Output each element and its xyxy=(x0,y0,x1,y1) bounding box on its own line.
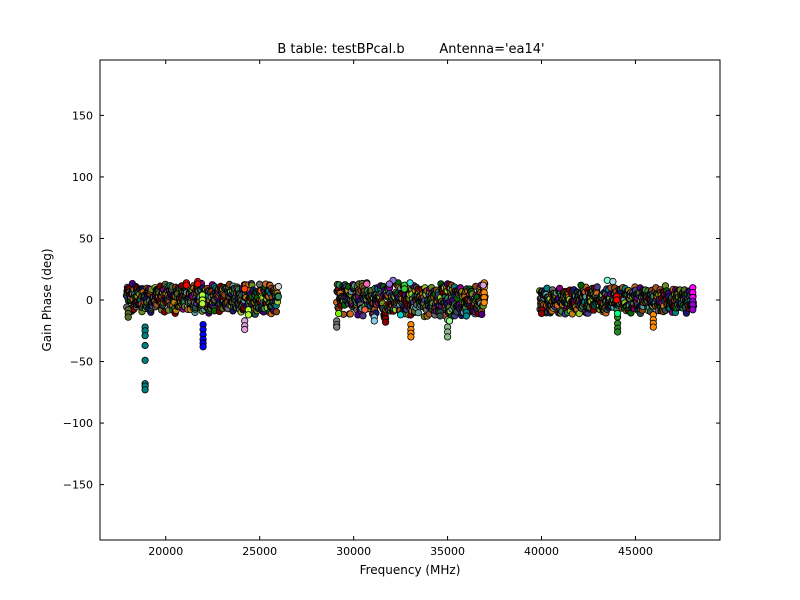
series-point xyxy=(407,333,415,341)
series-point xyxy=(194,280,202,288)
series-point xyxy=(182,281,190,289)
series-point xyxy=(361,306,369,314)
y-tick-label: −150 xyxy=(63,479,93,492)
series-point xyxy=(141,332,149,340)
series-point xyxy=(537,309,546,318)
series-point xyxy=(198,300,206,308)
series-point xyxy=(400,285,408,293)
x-tick-label: 45000 xyxy=(618,545,653,558)
data-point xyxy=(346,310,354,318)
x-tick-label: 35000 xyxy=(430,545,465,558)
series-point xyxy=(141,356,149,364)
series-point xyxy=(241,325,249,334)
y-axis-label: Gain Phase (deg) xyxy=(40,248,54,351)
series-point xyxy=(141,386,149,394)
series-point xyxy=(381,318,390,326)
series-points xyxy=(124,276,697,394)
chart-title: B table: testBPcal.b xyxy=(277,42,404,57)
series-point xyxy=(199,343,207,351)
series-point xyxy=(462,312,470,320)
data-point xyxy=(274,292,282,301)
series-point xyxy=(241,285,249,293)
series-point xyxy=(436,312,444,320)
series-point xyxy=(370,317,378,325)
y-axis: 150 100 50 0 −50 −100 −150 xyxy=(63,109,720,492)
series-point xyxy=(385,280,393,288)
series-point xyxy=(613,309,622,318)
series-point xyxy=(689,306,697,314)
series-point xyxy=(443,333,452,341)
data-point xyxy=(414,309,422,317)
chart-antenna-label: Antenna='ea14' xyxy=(439,42,544,57)
x-axis: 20000 25000 30000 35000 40000 45000 xyxy=(148,60,653,558)
data-point xyxy=(478,310,486,319)
series-point xyxy=(396,311,405,319)
series-point xyxy=(479,281,487,289)
y-tick-label: −100 xyxy=(63,417,93,430)
series-point xyxy=(141,341,149,350)
series-point xyxy=(363,280,371,288)
x-tick-label: 40000 xyxy=(524,545,559,558)
series-point xyxy=(649,323,657,331)
y-tick-label: −50 xyxy=(70,356,93,369)
y-tick-label: 50 xyxy=(79,232,93,245)
x-axis-label: Frequency (MHz) xyxy=(360,563,461,577)
series-point xyxy=(613,296,621,304)
series-point xyxy=(124,313,132,321)
y-tick-label: 0 xyxy=(86,294,93,307)
series-point xyxy=(333,323,341,331)
series-point xyxy=(334,309,343,318)
data-point xyxy=(593,283,601,291)
x-tick-label: 20000 xyxy=(148,545,183,558)
series-point xyxy=(244,311,252,319)
x-tick-label: 30000 xyxy=(336,545,371,558)
data-point-cloud xyxy=(122,279,698,322)
series-point xyxy=(577,281,585,289)
data-point xyxy=(359,312,367,320)
y-tick-label: 100 xyxy=(72,171,93,184)
series-point xyxy=(613,328,622,336)
data-point xyxy=(272,308,280,316)
series-point xyxy=(274,282,283,291)
x-tick-label: 25000 xyxy=(242,545,277,558)
y-tick-label: 150 xyxy=(72,109,93,122)
series-point xyxy=(609,277,617,286)
series-point xyxy=(445,317,454,325)
series-point xyxy=(480,298,488,307)
